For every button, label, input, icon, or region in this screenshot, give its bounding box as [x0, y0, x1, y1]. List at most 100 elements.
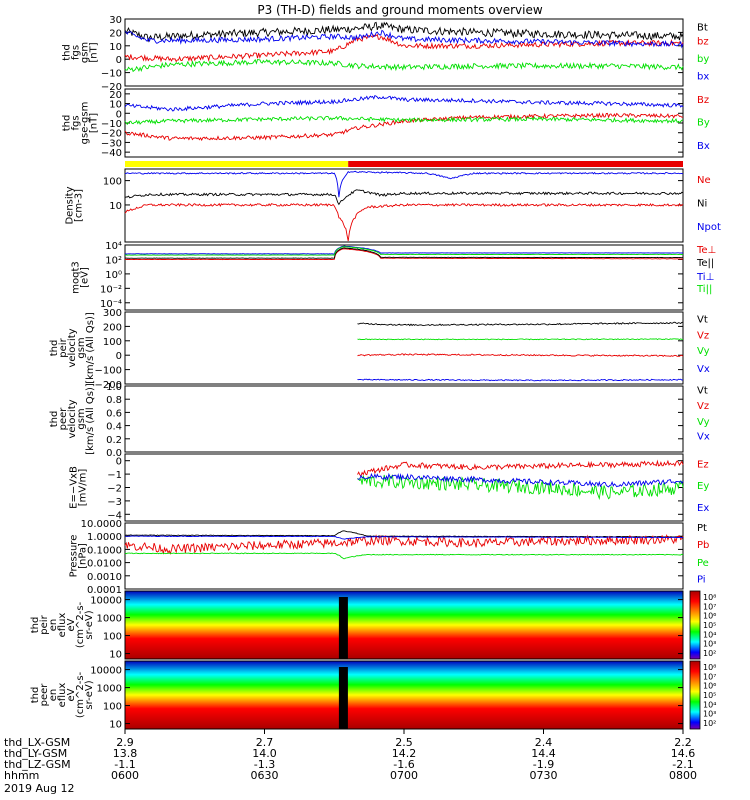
series-line	[124, 112, 684, 142]
y-tick-label: 100	[103, 337, 122, 348]
x-tick-label: 0700	[390, 769, 418, 782]
x-tick-label: -1.1	[114, 758, 135, 771]
colorbar-tick-label: 10⁷	[703, 672, 716, 681]
y-tick-label: −200	[95, 380, 122, 391]
legend-entry: bx	[697, 71, 709, 82]
series-line	[124, 95, 684, 112]
legend-entry: Bx	[697, 141, 710, 152]
series-line	[124, 535, 684, 540]
legend-entry: Ti||	[696, 284, 712, 295]
y-tick-label: −40	[101, 148, 122, 159]
spectrogram-gap	[338, 597, 348, 659]
legend-entry: Ni	[697, 199, 707, 210]
legend-entry: Pi	[697, 574, 706, 585]
legend-entry: Vz	[697, 401, 709, 412]
legend-entry: Ti⊥	[696, 272, 714, 283]
colorbar-tick-label: 10²	[703, 649, 716, 658]
colorbar-tick-label: 10⁴	[703, 630, 716, 639]
series-line	[357, 321, 684, 327]
series-line	[124, 29, 684, 49]
orbit-row-label-ly: thd_LY-GSM	[4, 747, 67, 760]
legend-entry: Vt	[697, 314, 708, 325]
y-tick-label: −20	[101, 129, 122, 140]
colorbar-tick-label: 10⁵	[703, 621, 716, 630]
panel-frame	[124, 522, 684, 590]
y-tick-label: 0	[116, 457, 122, 468]
y-tick-label: 10	[109, 100, 122, 111]
legend-entry: Pe	[697, 558, 709, 569]
y-tick-label: 10000	[90, 596, 122, 607]
orbit-axis-block: thd_LX-GSM thd_LY-GSM thd_LZ-GSM hhmm 20…	[4, 729, 697, 795]
y-tick-label: −10	[101, 119, 122, 130]
series-line	[125, 246, 684, 256]
y-tick-label: 10	[109, 650, 122, 661]
x-tick-label: 14.6	[671, 747, 696, 760]
x-tick-label: 14.4	[531, 747, 556, 760]
panel-frame	[124, 168, 684, 243]
y-axis-label: moqt3[eV]	[71, 261, 91, 294]
y-tick-label: 1000	[97, 614, 122, 625]
series-line	[124, 552, 684, 560]
y-axis-label: E=−VxB[mV/m]	[69, 466, 89, 509]
series-line	[357, 459, 684, 477]
colorbar-tick-label: 10⁷	[703, 602, 716, 611]
x-tick-label: 14.0	[252, 747, 277, 760]
y-tick-label: 0.1000	[87, 545, 122, 556]
y-axis-label: thdpeirvelocitygsm[km/s (All Qs)]	[49, 312, 96, 384]
x-tick-label: -1.9	[533, 758, 554, 771]
y-axis-label: thdpeirenefluxeV(cm^2-s-sr-eV)	[30, 601, 95, 648]
panel-4: 10⁴ 10² 10⁰ 10⁻² 10⁻⁴ moqt3[eV] Te⊥ Te|| Ti⊥Ti||	[71, 241, 716, 311]
colorbar-tick-label: 10⁸	[703, 663, 716, 672]
x-tick-label: 0600	[111, 769, 139, 782]
orbit-row-label-lx: thd_LX-GSM	[4, 736, 70, 749]
orbit-row-label-lz: thd_LZ-GSM	[4, 758, 71, 771]
panels-layer: 3020100−10−20thdfgsgsm[nT]Btbzbybx20100−…	[30, 15, 721, 731]
colorbar	[689, 590, 701, 660]
y-tick-label: 1.0000	[87, 532, 122, 543]
y-tick-label: 0.8	[106, 395, 122, 406]
plot-title: P3 (TH-D) fields and ground moments over…	[257, 3, 542, 17]
spectrogram-field	[125, 661, 683, 729]
series-line	[124, 170, 684, 198]
series-line	[357, 378, 684, 382]
legend-entry: Pb	[697, 540, 709, 551]
colorbar	[689, 660, 701, 730]
series-line	[124, 189, 684, 206]
legend-entry: Bz	[697, 95, 709, 106]
y-tick-label: 10.0000	[81, 519, 122, 530]
y-tick-label: −4	[107, 510, 122, 521]
colorbar-tick-label: 10²	[703, 719, 716, 728]
y-tick-label: 200	[103, 322, 122, 333]
series-line	[124, 245, 683, 255]
x-tick-label: 0730	[530, 769, 558, 782]
x-tick-label: 13.8	[113, 747, 138, 760]
y-tick-label: 0.6	[106, 408, 122, 419]
orbit-row-label-hhmm: hhmm	[4, 769, 39, 782]
legend-entry: Ex	[697, 503, 709, 514]
colorbar-tick-label: 10³	[703, 710, 716, 719]
x-tick-label: 0630	[251, 769, 279, 782]
y-tick-label: 10⁴	[105, 241, 122, 252]
y-tick-label: 0	[116, 109, 122, 120]
y-tick-label: 0	[116, 55, 122, 66]
y-tick-label: 0.0001	[87, 585, 122, 596]
panel-frame	[124, 244, 684, 311]
y-axis-label: thdpeervelocitygsm[km/s (All Qs)]	[49, 383, 96, 455]
series-line	[357, 353, 684, 358]
legend-entry: Vt	[697, 385, 708, 396]
spectrogram-gap	[338, 667, 348, 729]
colorbar-tick-label: 10⁸	[703, 593, 716, 602]
series-line	[124, 115, 684, 126]
x-tick-label: -2.1	[672, 758, 693, 771]
legend-entry: Bt	[697, 22, 708, 33]
colorbar-tick-label: 10⁵	[703, 691, 716, 700]
colorbar-tick-label: 10⁶	[703, 612, 716, 621]
legend-entry: Pt	[697, 523, 707, 534]
legend-entry: By	[697, 118, 710, 129]
legend-entry: Vy	[697, 346, 710, 357]
y-tick-label: 20	[109, 90, 122, 101]
y-tick-label: 100	[103, 632, 122, 643]
panel-frame	[124, 88, 684, 158]
